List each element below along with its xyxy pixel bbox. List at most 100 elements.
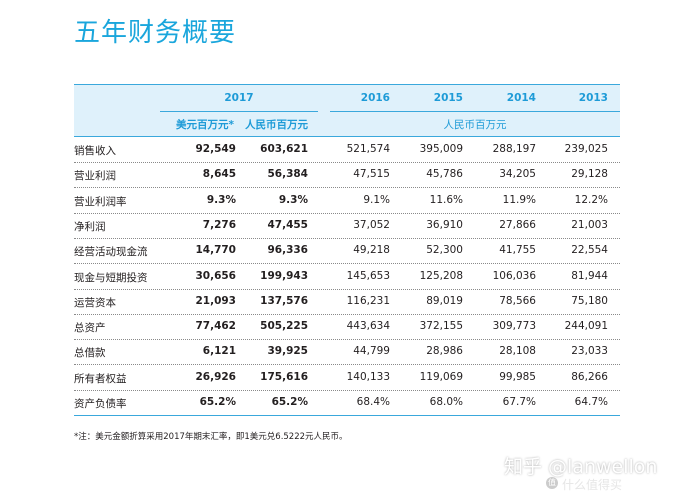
row-value: 68.0% (429, 396, 463, 408)
row-value: 603,621 (260, 143, 308, 155)
row-value: 29,128 (571, 168, 608, 181)
table-row: 资产负债率 65.2% 65.2% 68.4% 68.0% 67.7% 64.7% (74, 390, 620, 416)
row-value: 119,069 (419, 370, 463, 383)
row-value: 41,755 (499, 244, 536, 257)
row-value: 77,462 (195, 320, 236, 333)
row-value: 395,009 (419, 143, 463, 155)
row-value: 75,180 (571, 294, 608, 307)
row-label: 所有者权益 (74, 372, 127, 385)
table-row: 运营资本 21,093 137,576 116,231 89,019 78,566 75,1… (74, 289, 620, 315)
row-value: 309,773 (492, 320, 536, 333)
table-row: 现金与短期投资 30,656 199,943 145,653 125,208 106,03… (74, 264, 620, 290)
row-value: 34,205 (499, 168, 536, 181)
row-value: 65.2% (271, 396, 308, 408)
row-separator (74, 288, 620, 290)
row-value: 47,515 (353, 168, 390, 181)
row-value: 11.6% (429, 193, 463, 206)
row-label: 经营活动现金流 (74, 246, 148, 259)
row-value: 96,336 (267, 244, 308, 257)
row-separator (74, 162, 620, 163)
row-value: 44,799 (353, 345, 390, 358)
header-rmb-unit: 人民币百万元 (245, 119, 308, 131)
row-value: 89,019 (426, 294, 463, 307)
row-label: 总资产 (74, 322, 106, 335)
row-value: 21,003 (571, 218, 608, 231)
row-value: 67.7% (502, 396, 536, 408)
row-label: 营业利润率 (74, 195, 127, 208)
row-value: 86,266 (571, 370, 608, 383)
header-2017-rule (160, 111, 318, 112)
row-value: 14,770 (195, 244, 236, 257)
row-value: 9.3% (278, 193, 308, 206)
row-value: 27,866 (499, 218, 536, 231)
row-value: 81,944 (571, 269, 608, 282)
table-row: 总借款 6,121 39,925 44,799 28,986 28,108 23,033 (74, 339, 620, 366)
row-label: 净利润 (74, 220, 106, 233)
row-value: 23,033 (571, 345, 608, 358)
row-value: 28,986 (426, 345, 463, 358)
table-row: 销售收入 92,549 603,621 521,574 395,009 288,197 23… (74, 137, 620, 163)
row-value: 45,786 (426, 168, 463, 181)
row-value: 372,155 (419, 320, 463, 333)
header-year-2016: 2016 (360, 92, 390, 104)
row-value: 92,549 (195, 143, 236, 155)
watermark-zhihu: 知乎 @lanwellon (504, 456, 658, 478)
row-value: 140,133 (346, 370, 390, 383)
row-value: 521,574 (346, 143, 390, 155)
row-value: 11.9% (502, 193, 536, 206)
header-bottom-rule (74, 136, 620, 137)
row-value: 26,926 (195, 370, 236, 383)
row-value: 288,197 (492, 143, 536, 155)
watermark-badge-icon: 值 (546, 477, 558, 489)
row-value: 505,225 (260, 320, 308, 333)
row-value: 30,656 (195, 269, 236, 282)
header-year-2013: 2013 (578, 92, 608, 104)
row-separator (74, 313, 620, 315)
row-value: 116,231 (346, 294, 390, 307)
row-label: 总借款 (74, 347, 106, 360)
header-top-rule (74, 84, 620, 85)
row-value: 106,036 (492, 269, 536, 282)
row-label: 现金与短期投资 (74, 271, 148, 284)
row-value: 137,576 (260, 294, 308, 307)
row-separator (74, 389, 620, 391)
header-year-2017: 2017 (224, 92, 254, 104)
row-value: 28,108 (499, 345, 536, 358)
row-value: 78,566 (499, 294, 536, 307)
row-value: 65.2% (199, 396, 236, 408)
row-label: 营业利润 (74, 170, 116, 183)
row-value: 8,645 (202, 168, 236, 181)
row-value: 99,985 (499, 370, 536, 383)
row-value: 36,910 (426, 218, 463, 231)
row-value: 6,121 (202, 345, 236, 358)
table-row: 总资产 77,462 505,225 443,634 372,155 309,773 244… (74, 314, 620, 341)
table-row: 净利润 7,276 47,455 37,052 36,910 27,866 21,003 (74, 213, 620, 239)
header-years-rule (330, 111, 620, 112)
row-value: 239,025 (564, 143, 608, 155)
header-year-2014: 2014 (506, 92, 536, 104)
row-value: 37,052 (353, 218, 390, 231)
header-background (74, 84, 620, 136)
row-value: 68.4% (356, 396, 390, 408)
row-separator (74, 364, 620, 366)
header-usd-unit: 美元百万元* (176, 119, 234, 131)
row-value: 56,384 (267, 168, 308, 181)
table-row: 营业利润率 9.3% 9.3% 9.1% 11.6% 11.9% 12.2% (74, 188, 620, 214)
header-year-2015: 2015 (433, 92, 463, 104)
footnote: *注：美元金额折算采用2017年期末汇率，即1美元兑6.5222元人民币。 (74, 432, 348, 442)
row-value: 244,091 (564, 320, 608, 333)
row-value: 47,455 (267, 218, 308, 231)
header-rmb-unit-other: 人民币百万元 (443, 119, 507, 131)
row-value: 9.1% (363, 193, 390, 206)
row-value: 175,616 (260, 370, 308, 383)
row-label: 销售收入 (74, 145, 116, 157)
row-label: 运营资本 (74, 296, 116, 309)
row-value: 125,208 (419, 269, 463, 282)
row-label: 资产负债率 (74, 398, 127, 410)
row-value: 49,218 (353, 244, 390, 257)
row-value: 22,554 (571, 244, 608, 257)
row-value: 7,276 (202, 218, 236, 231)
row-value: 39,925 (267, 345, 308, 358)
row-value: 9.3% (206, 193, 236, 206)
table-row: 所有者权益 26,926 175,616 140,133 119,069 99,985 86… (74, 365, 620, 391)
